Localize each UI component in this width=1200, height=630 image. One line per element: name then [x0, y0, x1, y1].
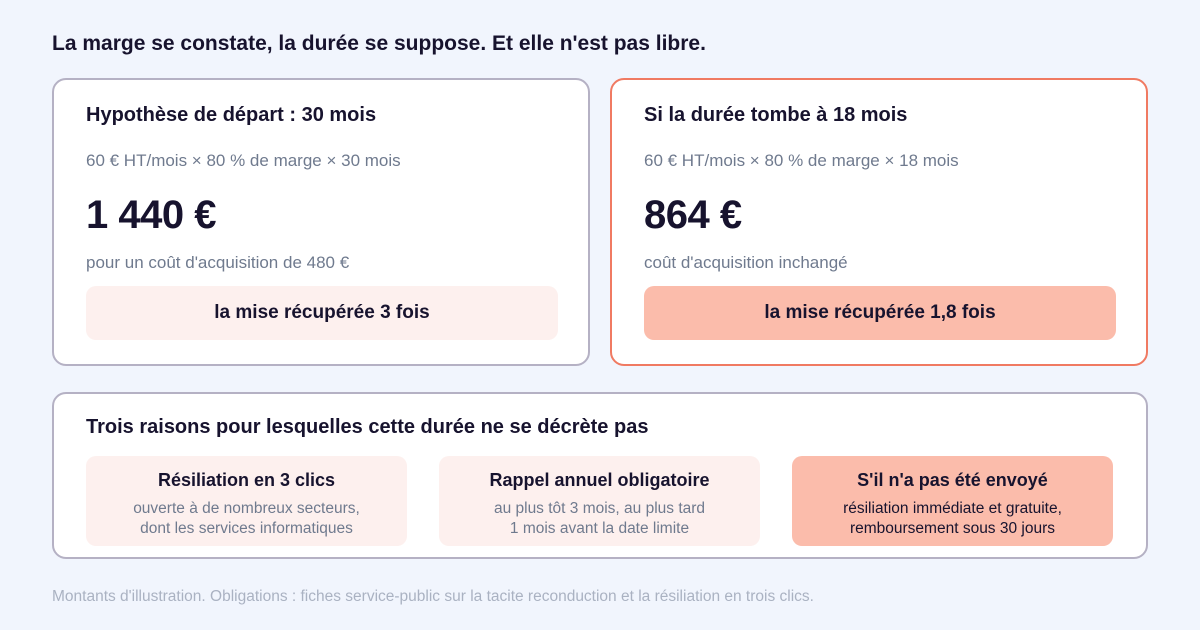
- scenario-formula: 60 € HT/mois × 80 % de marge × 18 mois: [644, 151, 959, 170]
- scenario-amount: 864 €: [644, 193, 742, 237]
- reason-line: résiliation immédiate et gratuite,: [843, 500, 1062, 517]
- scenario-title: Si la durée tombe à 18 mois: [644, 104, 908, 126]
- scenario-result-pill: la mise récupérée 3 fois: [86, 286, 558, 340]
- footnote: Montants d'illustration. Obligations : f…: [52, 588, 814, 605]
- reasons-title: Trois raisons pour lesquelles cette duré…: [86, 416, 649, 438]
- reason-line: dont les services informatiques: [140, 520, 353, 537]
- reason-title: Résiliation en 3 clics: [157, 470, 336, 490]
- scenario-card-18-months: Si la durée tombe à 18 mois 60 € HT/mois…: [610, 78, 1148, 366]
- scenario-card-30-months: Hypothèse de départ : 30 mois 60 € HT/mo…: [52, 78, 590, 366]
- reason-card-annual-reminder: Rappel annuel obligatoire au plus tôt 3 …: [439, 456, 760, 546]
- reason-line: 1 mois avant la date limite: [509, 520, 690, 537]
- scenario-title: Hypothèse de départ : 30 mois: [86, 104, 377, 126]
- scenario-result-pill: la mise récupérée 1,8 fois: [644, 286, 1116, 340]
- reason-line: remboursement sous 30 jours: [849, 520, 1056, 537]
- scenario-note: pour un coût d'acquisition de 480 €: [86, 253, 350, 272]
- reason-title: S'il n'a pas été envoyé: [857, 470, 1048, 490]
- reason-title: Rappel annuel obligatoire: [489, 470, 710, 490]
- scenario-amount: 1 440 €: [86, 193, 216, 237]
- reasons-panel: Trois raisons pour lesquelles cette duré…: [52, 392, 1148, 559]
- reason-line: ouverte à de nombreux secteurs,: [133, 500, 360, 517]
- reason-card-not-sent: S'il n'a pas été envoyé résiliation immé…: [792, 456, 1113, 546]
- headline: La marge se constate, la durée se suppos…: [52, 32, 706, 55]
- scenario-note: coût d'acquisition inchangé: [644, 253, 848, 272]
- scenario-formula: 60 € HT/mois × 80 % de marge × 30 mois: [86, 151, 401, 170]
- reason-line: au plus tôt 3 mois, au plus tard: [493, 500, 706, 517]
- reason-card-cancellation: Résiliation en 3 clics ouverte à de nomb…: [86, 456, 407, 546]
